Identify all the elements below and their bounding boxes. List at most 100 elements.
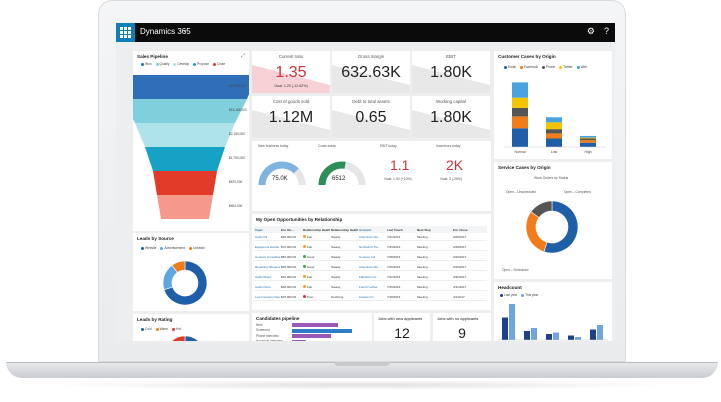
table-cell[interactable]: Audio Parts — [255, 285, 271, 289]
kpi-tile[interactable]: Working capital 1.80K — [412, 96, 490, 138]
health-label: Fair — [307, 275, 313, 279]
service-subtitle: Work Orders by Status — [534, 176, 569, 180]
legend-label: Propose — [197, 62, 209, 66]
legend-label: Last year — [504, 293, 518, 297]
table-cell[interactable]: Adventure Wo... — [359, 235, 381, 239]
column-header[interactable]: Topic — [255, 227, 263, 232]
candidates-pipeline-panel: Candidates pipeline New Screened Phone int… — [252, 313, 372, 341]
headcount-bar — [502, 317, 508, 340]
candidate-stage-bar[interactable] — [292, 323, 338, 327]
kpi-trend-area — [252, 65, 330, 93]
table-row[interactable]: Audio P3 $35,000.00 Fair Steady Adventure Wo… — [254, 234, 487, 241]
table-row[interactable]: Equipment Hardw... $70,000.00 Fair Steady No… — [254, 244, 487, 251]
kpi-value: 0.65 — [355, 109, 387, 126]
table-cell[interactable]: Low Inventory Rep... — [255, 295, 280, 299]
kpi-tile[interactable]: Current ratio 1.35 Goal: 1.20 (-12.62%) — [252, 51, 330, 93]
legend-label: Close — [217, 62, 226, 66]
legend-label: Qualify — [159, 62, 170, 66]
column-header[interactable]: Relationship Health — [331, 227, 358, 232]
column-header[interactable]: Account — [359, 227, 371, 232]
category-label: Normal — [515, 150, 526, 154]
funnel-stage-value: $654,000 — [229, 204, 243, 208]
funnel-stage — [145, 147, 225, 171]
donut-slice — [184, 335, 199, 341]
column-header[interactable]: Relationship Health — [303, 227, 330, 232]
panel-title: Sales Pipeline — [137, 54, 168, 59]
help-icon[interactable]: ? — [603, 26, 609, 36]
health-label: Good — [307, 265, 315, 269]
legend-swatch — [155, 327, 159, 331]
stacked-bar-segment — [580, 142, 596, 147]
legend-item: Last year — [500, 293, 517, 297]
kpi-label: Gross margin — [357, 54, 385, 59]
table-cell: Fair — [302, 235, 330, 239]
column-header[interactable]: Est. Close — [453, 227, 468, 232]
gear-icon[interactable]: ⚙ — [586, 26, 595, 36]
kpi-value: 632.63K — [341, 64, 401, 81]
health-label: Poor — [307, 295, 314, 299]
table-cell[interactable]: Contoso Ltd — [359, 255, 376, 259]
funnel-stage-value: $13,165,000 — [229, 108, 247, 112]
table-row[interactable]: Repairing Wireless... $45,000.00 Good Stead… — [254, 264, 487, 271]
table-cell: Fair — [302, 285, 330, 289]
stacked-bar-segment — [512, 82, 528, 98]
table-cell: Steady — [331, 285, 341, 289]
table-row[interactable]: Contoso Consulting $55,000.00 Good Steady Co… — [254, 254, 487, 261]
candidate-stage-bar[interactable] — [292, 339, 306, 341]
table-cell[interactable]: Adventure Wo... — [359, 265, 381, 269]
kpi-tile[interactable]: Cost of goods sold 1.12M — [252, 96, 330, 138]
app-launcher-icon[interactable] — [116, 23, 135, 42]
expand-icon[interactable]: ⤢ — [240, 53, 245, 59]
indicator-label: Incentives today — [436, 144, 461, 148]
panel-title: Service Cases by Origin — [498, 165, 551, 170]
chevron-down-icon[interactable]: ⌄ — [182, 27, 188, 34]
jobs-new-applicants-panel: Jobs with new applicants 12 — [374, 313, 430, 341]
column-header[interactable]: Last Touch — [387, 227, 403, 232]
indicator-goal: Goal: 3 (-25%) — [440, 177, 463, 181]
table-cell[interactable]: Fabrikam Inc — [359, 275, 377, 279]
health-dot — [303, 285, 306, 288]
category-label: High — [585, 150, 592, 154]
table-cell[interactable]: Litware Inc — [359, 295, 374, 299]
table-cell[interactable]: Repairing Wireless... — [255, 265, 280, 269]
table-cell[interactable]: Northwind Tra... — [359, 245, 381, 249]
app-title[interactable]: Dynamics 365 — [140, 27, 191, 36]
legend-item: Facebook — [519, 65, 538, 69]
leads-by-rating-panel: Leads by Rating Cold Warm Hot — [133, 314, 249, 341]
table-cell: Meeting ... — [417, 285, 432, 289]
candidate-stage-bar[interactable] — [292, 334, 331, 338]
table-cell: 7/28/2016 — [387, 255, 401, 259]
legend-item: Web — [576, 65, 587, 69]
headcount-panel: Headcount Last year This year — [494, 282, 612, 341]
legend-swatch — [141, 327, 144, 331]
table-cell[interactable]: Audio Music — [255, 275, 272, 279]
stacked-bar-segment — [546, 117, 562, 123]
kpi-sparkline — [252, 65, 330, 93]
column-header[interactable]: Est. Re... — [281, 227, 294, 232]
column-header[interactable]: Next Step — [417, 227, 431, 232]
table-row[interactable]: Low Inventory Rep... $15,000.00 Poor Declin… — [254, 294, 487, 301]
table-row[interactable]: Audio Parts $28,000.00 Fair Steady Fourth Co… — [254, 284, 487, 291]
candidate-stage-bar[interactable] — [292, 328, 352, 333]
table-row[interactable]: Audio Music $32,000.00 Fair Steady Fabrikam … — [254, 274, 487, 281]
table-cell: 7/21/2016 — [387, 235, 401, 239]
kpi-tile[interactable]: Debt to total assets 0.65 — [332, 96, 410, 138]
table-cell: Fair — [302, 275, 330, 279]
donut-label: Open – Scheduled — [502, 268, 529, 272]
table-cell[interactable]: Equipment Hardw... — [255, 245, 280, 249]
table-cell[interactable]: Audio P3 — [255, 235, 268, 239]
pipeline-legend: Won Qualify Develop Propose Close — [141, 62, 225, 66]
headcount-bar — [590, 329, 596, 340]
kpi-tile[interactable]: EBIT 1.80K — [412, 51, 490, 93]
table-cell[interactable]: Contoso Consulting — [255, 255, 280, 259]
customer-cases-chart: Normal Low High — [504, 82, 606, 154]
stacked-bar-segment — [512, 107, 528, 117]
kpi-tile[interactable]: Gross margin 632.63K — [332, 51, 410, 93]
headcount-bar — [546, 334, 552, 340]
table-cell[interactable]: Fourth Coffee — [359, 285, 378, 289]
kpi-label: Debt to total assets — [352, 99, 390, 104]
legend-item: Develop — [173, 62, 189, 66]
gauge-fill — [318, 161, 346, 186]
table-cell: Meeting ... — [417, 245, 432, 249]
gauge-value: 6512 — [332, 176, 346, 182]
